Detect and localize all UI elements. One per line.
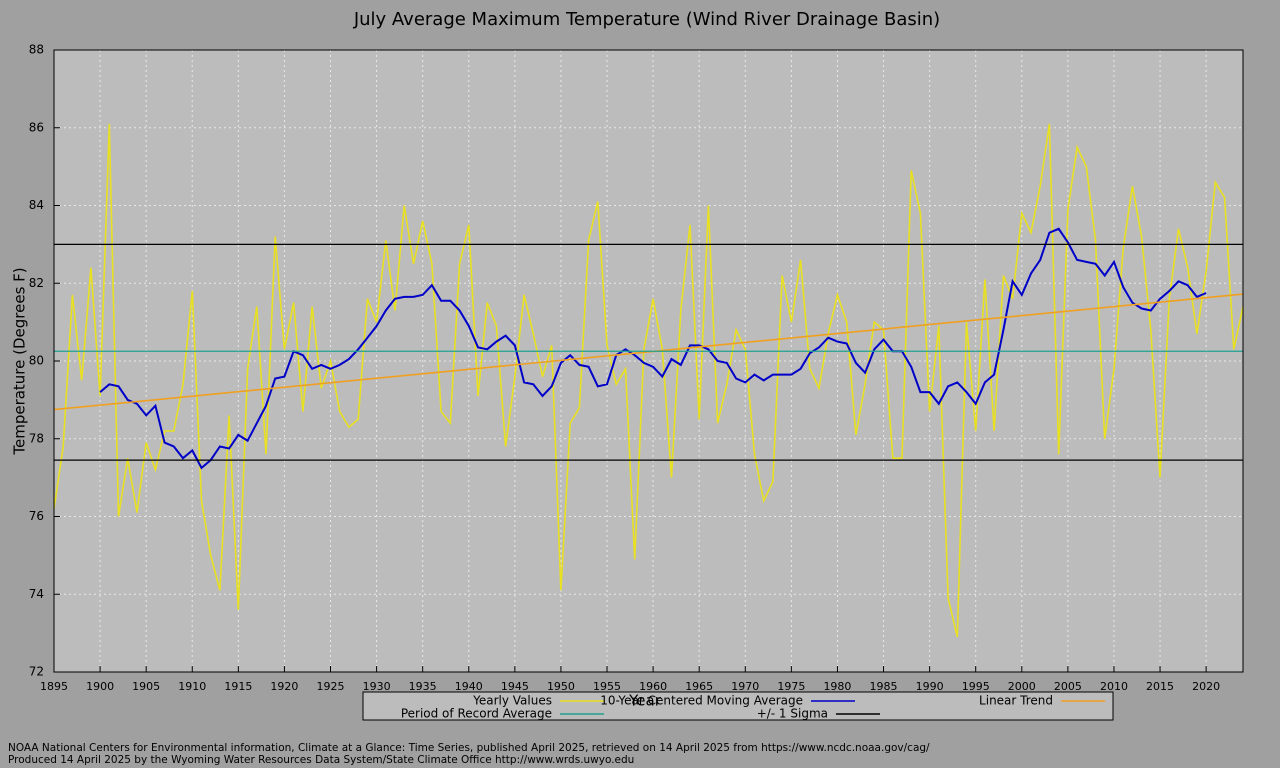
legend-label: 10-Year Centered Moving Average (600, 694, 803, 708)
chart-title: July Average Maximum Temperature (Wind R… (353, 9, 940, 30)
x-tick-label: 2010 (1100, 680, 1128, 693)
x-axis-label: Year (628, 692, 662, 710)
x-tick-label: 1975 (777, 680, 805, 693)
x-tick-label: 1895 (40, 680, 68, 693)
x-tick-label: 1910 (178, 680, 206, 693)
x-tick-label: 2005 (1054, 680, 1082, 693)
x-tick-label: 1935 (409, 680, 437, 693)
plot-frame (53, 49, 1244, 673)
x-tick-label: 1965 (685, 680, 713, 693)
y-tick-label: 76 (29, 509, 44, 523)
x-tick-label: 1905 (132, 680, 160, 693)
legend-label: +/- 1 Sigma (757, 707, 828, 721)
x-tick-label: 2020 (1192, 680, 1220, 693)
x-tick-label: 1985 (870, 680, 898, 693)
x-tick-label: 1970 (731, 680, 759, 693)
y-tick-label: 88 (29, 43, 44, 57)
footer-line: Produced 14 April 2025 by the Wyoming Wa… (8, 754, 634, 766)
plot (53, 49, 1244, 673)
legend-label: Period of Record Average (401, 707, 552, 721)
y-tick-label: 72 (29, 665, 44, 679)
y-tick-label: 82 (29, 276, 44, 290)
x-tick-label: 1945 (501, 680, 529, 693)
x-tick-label: 1930 (363, 680, 391, 693)
legend-box (362, 691, 1114, 721)
x-tick-label: 1940 (455, 680, 483, 693)
x-tick-label: 1900 (86, 680, 114, 693)
x-tick-label: 1980 (823, 680, 851, 693)
legend-label: Linear Trend (979, 694, 1053, 708)
x-tick-label: 1950 (547, 680, 575, 693)
legend-label: Yearly Values (472, 694, 552, 708)
y-tick-label: 86 (29, 120, 44, 134)
y-tick-label: 78 (29, 431, 44, 445)
y-axis-label: Temperature (Degrees F) (11, 267, 29, 455)
y-tick-label: 74 (29, 587, 44, 601)
footer-line: NOAA National Centers for Environmental … (8, 742, 930, 754)
series-line (53, 123, 1244, 638)
y-tick-label: 84 (29, 198, 44, 212)
x-tick-label: 1920 (270, 680, 298, 693)
x-tick-label: 1990 (916, 680, 944, 693)
x-tick-label: 1925 (317, 680, 345, 693)
x-tick-label: 1995 (962, 680, 990, 693)
series-line (99, 227, 1207, 470)
x-tick-label: 1955 (593, 680, 621, 693)
x-tick-label: 2015 (1146, 680, 1174, 693)
x-tick-label: 1915 (224, 680, 252, 693)
x-tick-label: 1960 (639, 680, 667, 693)
x-tick-label: 2000 (1008, 680, 1036, 693)
y-tick-label: 80 (29, 354, 44, 368)
